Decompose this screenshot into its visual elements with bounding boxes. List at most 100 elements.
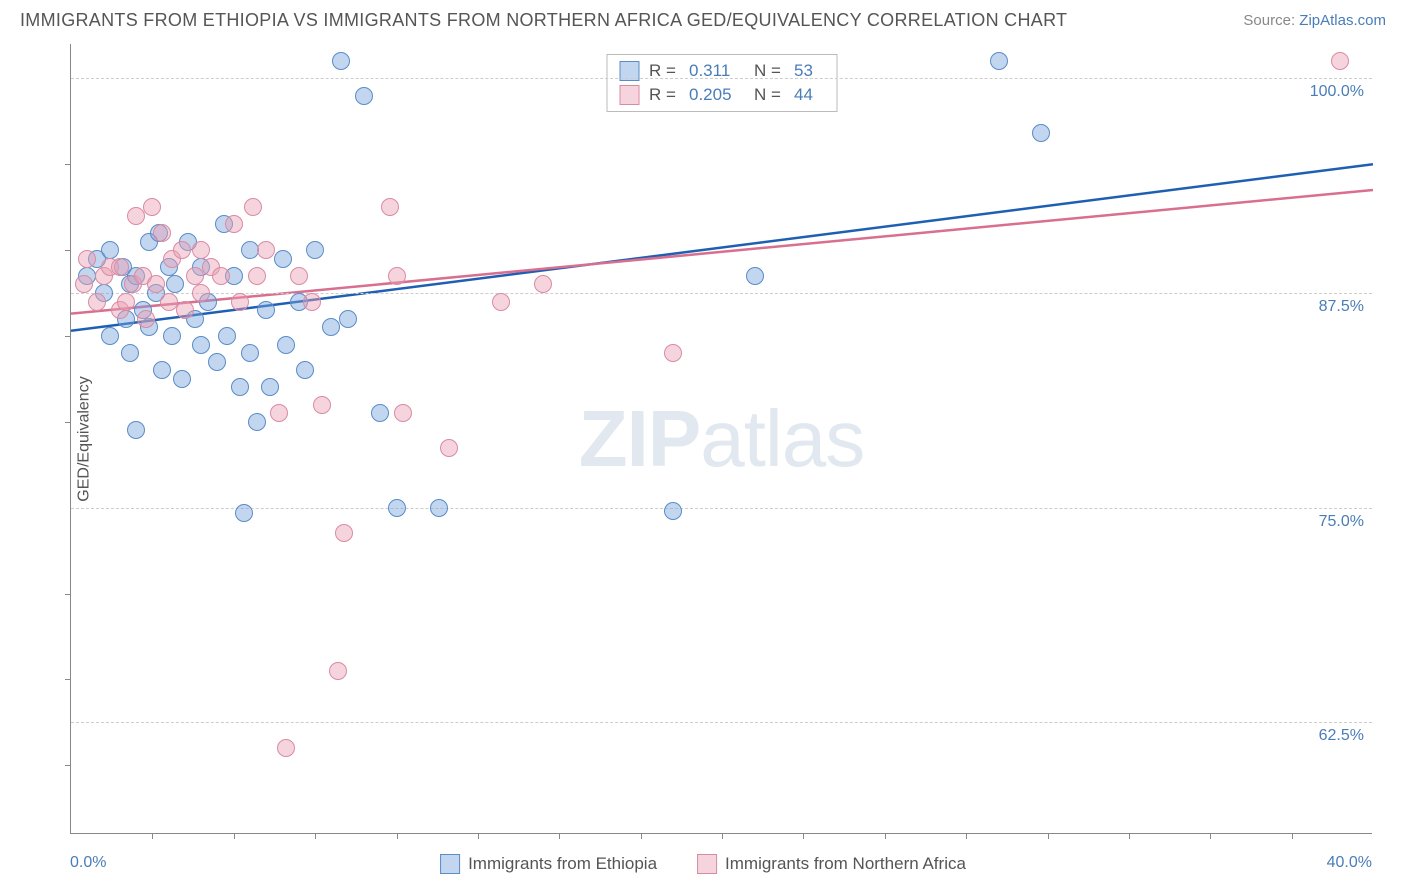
chart-container: GED/Equivalency ZIPatlas R = 0.311 N = 5… <box>20 44 1386 882</box>
legend-item-1: Immigrants from Northern Africa <box>697 854 966 874</box>
gridline-h <box>71 78 1372 79</box>
correlation-legend: R = 0.311 N = 53 R = 0.205 N = 44 <box>606 54 837 112</box>
y-tick-label: 100.0% <box>1310 83 1364 101</box>
scatter-point-series-1 <box>277 739 295 757</box>
scatter-point-series-1 <box>173 241 191 259</box>
x-minor-tick <box>1129 833 1130 839</box>
scatter-point-series-1 <box>313 396 331 414</box>
scatter-point-series-1 <box>153 224 171 242</box>
scatter-point-series-1 <box>212 267 230 285</box>
scatter-point-series-0 <box>241 344 259 362</box>
x-minor-tick <box>885 833 886 839</box>
scatter-point-series-0 <box>388 499 406 517</box>
scatter-point-series-1 <box>394 404 412 422</box>
scatter-point-series-1 <box>381 198 399 216</box>
scatter-point-series-1 <box>143 198 161 216</box>
scatter-point-series-1 <box>329 662 347 680</box>
legend-swatch-0-b <box>440 854 460 874</box>
source-link[interactable]: ZipAtlas.com <box>1299 12 1386 29</box>
scatter-point-series-0 <box>371 404 389 422</box>
watermark: ZIPatlas <box>579 393 864 485</box>
scatter-point-series-1 <box>192 284 210 302</box>
scatter-point-series-1 <box>270 404 288 422</box>
scatter-point-series-1 <box>492 293 510 311</box>
series-name-0: Immigrants from Ethiopia <box>468 854 657 874</box>
x-minor-tick <box>234 833 235 839</box>
y-minor-tick <box>65 336 71 337</box>
scatter-point-series-0 <box>192 336 210 354</box>
scatter-point-series-1 <box>176 301 194 319</box>
y-tick-label: 75.0% <box>1319 513 1364 531</box>
scatter-point-series-0 <box>208 353 226 371</box>
scatter-point-series-0 <box>231 378 249 396</box>
scatter-point-series-0 <box>101 241 119 259</box>
scatter-point-series-0 <box>173 370 191 388</box>
trend-lines <box>71 44 1373 834</box>
y-tick-label: 87.5% <box>1319 298 1364 316</box>
x-minor-tick <box>1048 833 1049 839</box>
scatter-point-series-1 <box>75 275 93 293</box>
scatter-point-series-1 <box>137 310 155 328</box>
scatter-point-series-0 <box>664 502 682 520</box>
chart-title: IMMIGRANTS FROM ETHIOPIA VS IMMIGRANTS F… <box>20 10 1067 31</box>
y-tick-label: 62.5% <box>1319 727 1364 745</box>
scatter-point-series-1 <box>248 267 266 285</box>
gridline-h <box>71 722 1372 723</box>
n-label: N = <box>754 85 784 105</box>
scatter-point-series-0 <box>296 361 314 379</box>
x-tick-label-0: 0.0% <box>70 854 106 872</box>
r-value-1: 0.205 <box>689 85 744 105</box>
scatter-point-series-0 <box>166 275 184 293</box>
scatter-point-series-1 <box>1331 52 1349 70</box>
scatter-point-series-0 <box>274 250 292 268</box>
y-minor-tick <box>65 594 71 595</box>
source-prefix: Source: <box>1243 12 1299 29</box>
scatter-point-series-1 <box>244 198 262 216</box>
source-attribution: Source: ZipAtlas.com <box>1243 12 1386 29</box>
scatter-point-series-1 <box>111 258 129 276</box>
y-minor-tick <box>65 765 71 766</box>
scatter-point-series-0 <box>235 504 253 522</box>
scatter-point-series-0 <box>339 310 357 328</box>
series-legend: Immigrants from Ethiopia Immigrants from… <box>440 854 966 874</box>
scatter-point-series-1 <box>664 344 682 362</box>
scatter-point-series-0 <box>121 344 139 362</box>
scatter-point-series-0 <box>1032 124 1050 142</box>
scatter-point-series-0 <box>306 241 324 259</box>
gridline-h <box>71 293 1372 294</box>
scatter-point-series-1 <box>225 215 243 233</box>
scatter-point-series-0 <box>990 52 1008 70</box>
x-minor-tick <box>1292 833 1293 839</box>
x-minor-tick <box>803 833 804 839</box>
x-minor-tick <box>315 833 316 839</box>
x-minor-tick <box>641 833 642 839</box>
y-minor-tick <box>65 422 71 423</box>
y-minor-tick <box>65 679 71 680</box>
scatter-point-series-1 <box>88 293 106 311</box>
chart-header: IMMIGRANTS FROM ETHIOPIA VS IMMIGRANTS F… <box>0 0 1406 37</box>
legend-row-series-0: R = 0.311 N = 53 <box>619 59 824 83</box>
scatter-point-series-0 <box>277 336 295 354</box>
x-minor-tick <box>966 833 967 839</box>
r-label: R = <box>649 85 679 105</box>
scatter-point-series-1 <box>192 241 210 259</box>
scatter-point-series-1 <box>534 275 552 293</box>
legend-row-series-1: R = 0.205 N = 44 <box>619 83 824 107</box>
plot-area: ZIPatlas R = 0.311 N = 53 R = 0.205 N = … <box>70 44 1372 834</box>
x-minor-tick <box>559 833 560 839</box>
scatter-point-series-0 <box>127 421 145 439</box>
legend-swatch-1-b <box>697 854 717 874</box>
scatter-point-series-0 <box>746 267 764 285</box>
scatter-point-series-0 <box>153 361 171 379</box>
n-value-1: 44 <box>794 85 824 105</box>
y-minor-tick <box>65 250 71 251</box>
scatter-point-series-1 <box>335 524 353 542</box>
scatter-point-series-1 <box>303 293 321 311</box>
x-tick-label-1: 40.0% <box>1327 854 1372 872</box>
scatter-point-series-0 <box>355 87 373 105</box>
scatter-point-series-0 <box>332 52 350 70</box>
x-minor-tick <box>397 833 398 839</box>
x-minor-tick <box>1210 833 1211 839</box>
scatter-point-series-0 <box>430 499 448 517</box>
scatter-point-series-1 <box>147 275 165 293</box>
